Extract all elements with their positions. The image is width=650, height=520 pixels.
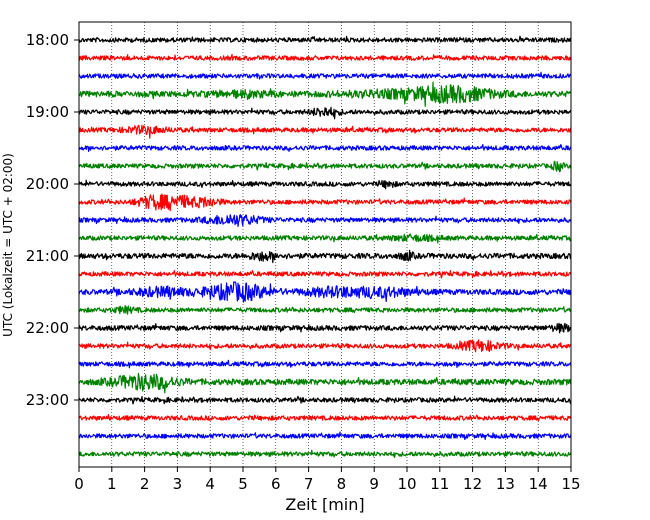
y-tick-label: 18:00 <box>26 31 69 49</box>
x-tick-label: 4 <box>205 475 215 493</box>
x-tick-label: 7 <box>304 475 314 493</box>
seismic-trace <box>78 160 572 173</box>
x-tick-label: 2 <box>140 475 150 493</box>
x-axis-label: Zeit [min] <box>285 495 364 514</box>
x-tick-label: 5 <box>238 475 248 493</box>
seismic-trace <box>78 106 572 120</box>
x-tick-label: 3 <box>173 475 183 493</box>
seismic-trace <box>78 144 572 152</box>
seismic-trace <box>78 372 572 394</box>
seismic-trace <box>78 53 572 61</box>
x-tick-label: 13 <box>496 475 515 493</box>
seismic-trace <box>78 214 572 227</box>
seismic-traces <box>78 35 572 458</box>
y-tick-label: 20:00 <box>26 175 69 193</box>
seismic-trace <box>78 281 572 303</box>
x-tick-label: 0 <box>74 475 84 493</box>
y-tick-label: 19:00 <box>26 103 69 121</box>
seismic-trace <box>78 270 572 279</box>
seismic-trace <box>78 339 572 353</box>
x-tick-label: 6 <box>271 475 281 493</box>
seismic-trace <box>78 81 572 107</box>
x-axis-ticks: 0 1 2 3 4 5 6 7 8 9 10 11 12 13 14 15 <box>74 467 581 493</box>
seismic-trace <box>78 249 572 264</box>
seismic-trace <box>78 322 572 334</box>
seismic-trace <box>78 359 572 369</box>
y-axis-label: UTC (Lokalzeit = UTC + 02:00) <box>1 153 15 337</box>
y-tick-label: 23:00 <box>26 391 69 409</box>
seismic-trace <box>78 124 572 139</box>
x-tick-label: 1 <box>107 475 117 493</box>
x-tick-label: 11 <box>430 475 449 493</box>
seismic-trace <box>78 305 572 315</box>
seismic-trace <box>78 179 572 190</box>
y-tick-label: 21:00 <box>26 247 69 265</box>
seismic-trace <box>78 71 572 80</box>
seismic-trace <box>78 395 572 405</box>
x-tick-label: 14 <box>529 475 548 493</box>
seismic-trace <box>78 449 572 458</box>
x-tick-label: 15 <box>561 475 580 493</box>
x-tick-label: 8 <box>337 475 347 493</box>
seismic-trace <box>78 193 572 212</box>
x-tick-label: 12 <box>463 475 482 493</box>
y-axis-ticks: 18:00 19:00 20:00 21:00 22:00 23:00 <box>26 31 79 409</box>
seismic-trace <box>78 35 572 43</box>
seismic-trace <box>78 414 572 422</box>
x-tick-label: 9 <box>369 475 379 493</box>
y-tick-label: 22:00 <box>26 319 69 337</box>
grid-lines <box>111 22 539 467</box>
seismic-trace <box>78 431 572 441</box>
seismic-trace <box>78 233 572 244</box>
x-tick-label: 10 <box>397 475 416 493</box>
plot-frame <box>78 21 572 468</box>
